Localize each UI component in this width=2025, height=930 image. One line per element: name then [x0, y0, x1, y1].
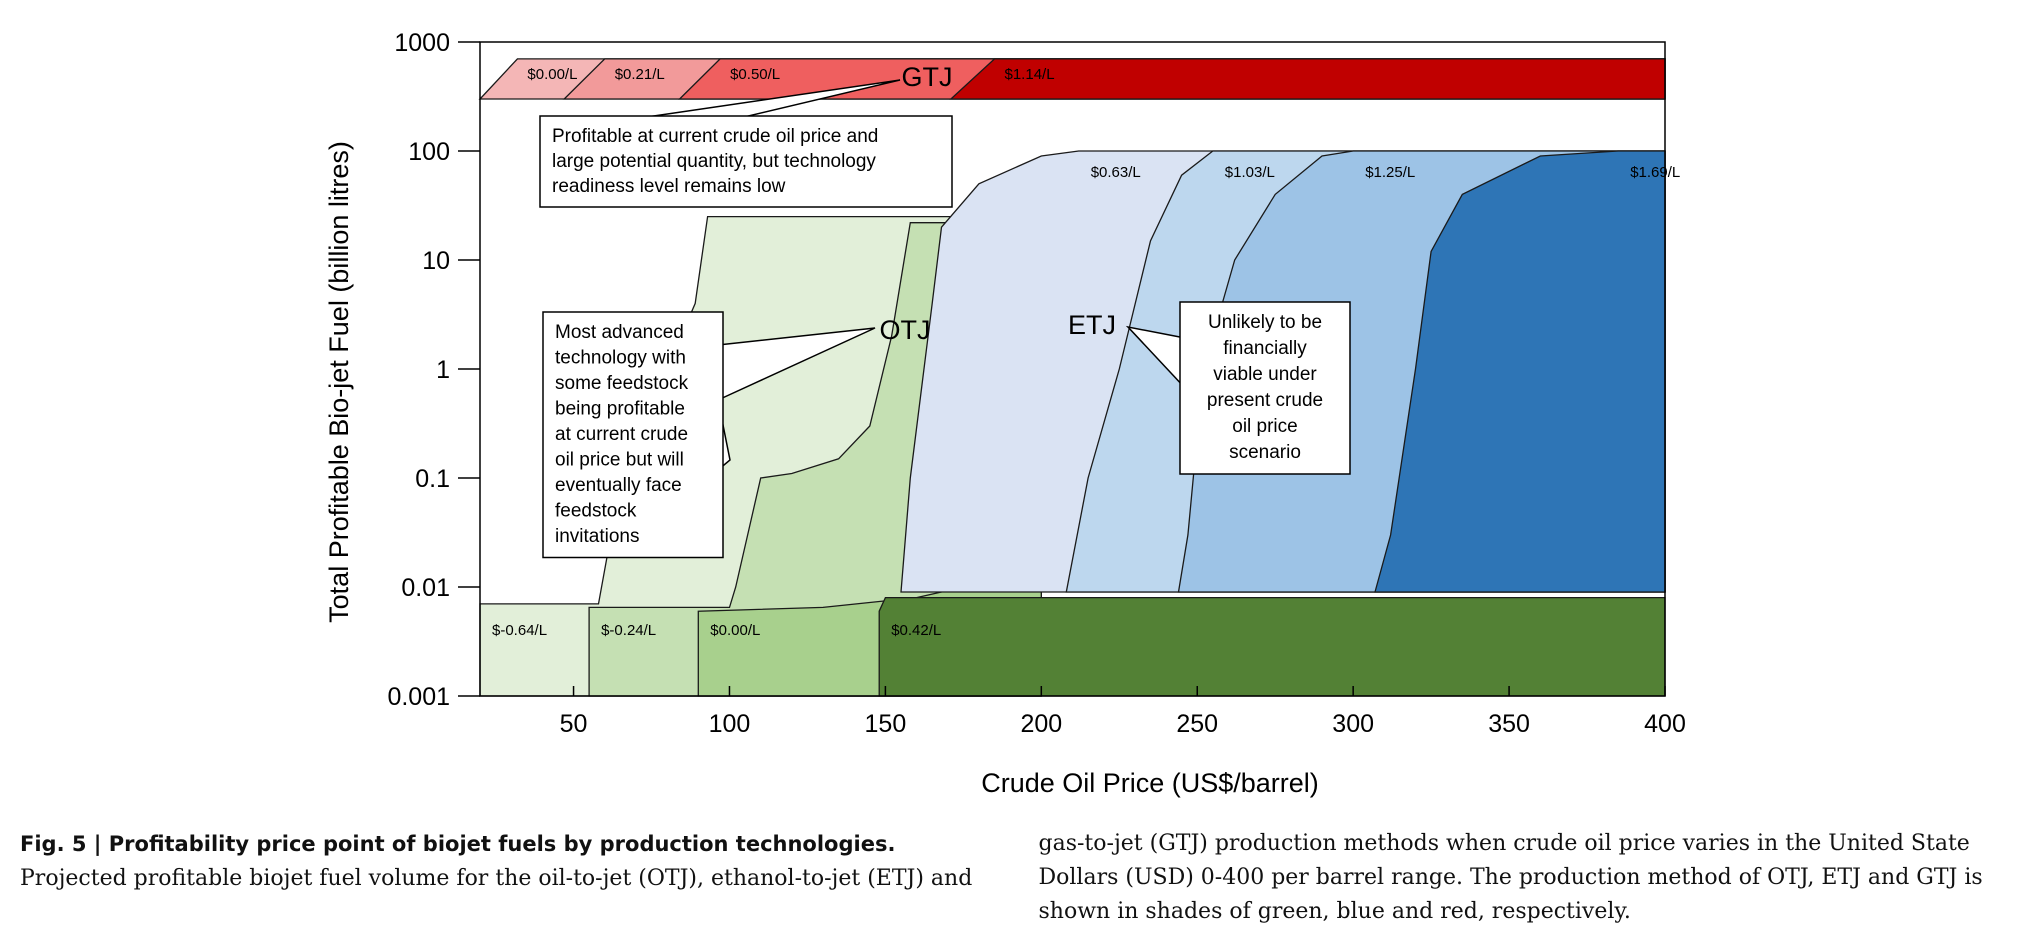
- x-tick-label: 100: [709, 710, 751, 738]
- x-tick-label: 50: [560, 710, 588, 738]
- etj-callout-line: scenario: [1229, 442, 1301, 463]
- otj-callout-line: eventually face: [555, 475, 682, 496]
- otj-callout-line: some feedstock: [555, 373, 689, 394]
- gtj-price-label-1: $0.00/L: [527, 66, 577, 83]
- etj-price-label-3: $1.25/L: [1365, 164, 1415, 181]
- y-tick-label: 1: [436, 356, 450, 384]
- x-tick-label: 150: [865, 710, 907, 738]
- otj-callout-line: technology with: [555, 348, 686, 369]
- callouts-layer: Profitable at current crude oil price an…: [539, 62, 1351, 559]
- etj-callout: Unlikely to be financially viable under pre…: [1068, 301, 1351, 475]
- y-tick-label: 10: [422, 247, 450, 275]
- y-axis-title: Total Profitable Bio-jet Fuel (billion l…: [324, 141, 354, 623]
- otj-callout: Most advanced technology with some feedsto…: [542, 311, 931, 559]
- axes-layer: 50 100 150 200 250 300 350 400 0.001 0.01 0.1 1 10 10…: [387, 29, 1685, 738]
- otj-price-label-4: $0.42/L: [891, 622, 941, 639]
- gtj-callout-line: Profitable at current crude oil price an…: [552, 126, 878, 147]
- etj-callout-line: financially: [1223, 338, 1307, 359]
- otj-tech-label: OTJ: [880, 315, 931, 345]
- y-tick-label: 0.01: [401, 574, 450, 602]
- profitability-chart: $0.00/L $0.21/L $0.50/L $1.14/L $-0.64/L $-0.…: [324, 29, 1686, 798]
- gtj-callout-box: [539, 115, 953, 208]
- etj-callout-box: [1179, 301, 1351, 475]
- x-tick-label: 300: [1332, 710, 1374, 738]
- x-tick-label: 250: [1176, 710, 1218, 738]
- y-tick-label: 0.001: [387, 683, 450, 711]
- area-series-layer: [478, 58, 1666, 697]
- otj-callout-line: oil price but will: [555, 450, 684, 471]
- otj-callout-line: at current crude: [555, 424, 688, 445]
- etj-callout-line: oil price: [1232, 416, 1297, 437]
- caption-title: Fig. 5 | Profitability price point of bi…: [20, 832, 896, 856]
- gtj-price-label-2: $0.21/L: [615, 66, 665, 83]
- x-tick-label: 350: [1488, 710, 1530, 738]
- gtj-callout-line: large potential quantity, but technology: [552, 151, 876, 172]
- otj-price-label-3: $0.00/L: [710, 622, 760, 639]
- etj-callout-line: present crude: [1207, 390, 1323, 411]
- y-tick-label: 100: [408, 138, 450, 166]
- otj-callout-line: invitations: [555, 526, 640, 547]
- etj-callout-line: viable under: [1213, 364, 1317, 385]
- price-labels-layer: $0.00/L $0.21/L $0.50/L $1.14/L $-0.64/L $-0.…: [492, 66, 1680, 639]
- otj-callout-line: feedstock: [555, 501, 637, 522]
- otj-price-label-2: $-0.24/L: [601, 622, 656, 639]
- gtj-price-label-3: $0.50/L: [730, 66, 780, 83]
- gtj-tech-label: GTJ: [902, 62, 953, 92]
- otj-area-4: [878, 596, 1666, 697]
- y-tick-label: 1000: [394, 29, 450, 57]
- otj-callout-box: [542, 311, 724, 559]
- figure-caption: Fig. 5 | Profitability price point of bi…: [20, 827, 2005, 929]
- x-tick-label: 400: [1644, 710, 1686, 738]
- otj-price-label-1: $-0.64/L: [492, 622, 547, 639]
- etj-price-label-4: $1.69/L: [1630, 164, 1680, 181]
- etj-callout-line: Unlikely to be: [1208, 312, 1322, 333]
- gtj-callout: Profitable at current crude oil price an…: [539, 62, 953, 208]
- x-axis-title: Crude Oil Price (US$/barrel): [981, 768, 1319, 798]
- etj-tech-label: ETJ: [1068, 310, 1116, 340]
- gtj-price-label-4: $1.14/L: [1005, 66, 1055, 83]
- otj-callout-line: Most advanced: [555, 322, 684, 343]
- etj-price-label-1: $0.63/L: [1091, 164, 1141, 181]
- caption-body: Projected profitable biojet fuel volume …: [20, 831, 1983, 924]
- y-tick-label: 0.1: [415, 465, 450, 493]
- gtj-callout-line: readiness level remains low: [552, 176, 786, 197]
- gtj-area-4: [949, 58, 1666, 100]
- otj-callout-line: being profitable: [555, 399, 685, 420]
- x-tick-label: 200: [1020, 710, 1062, 738]
- etj-price-label-2: $1.03/L: [1225, 164, 1275, 181]
